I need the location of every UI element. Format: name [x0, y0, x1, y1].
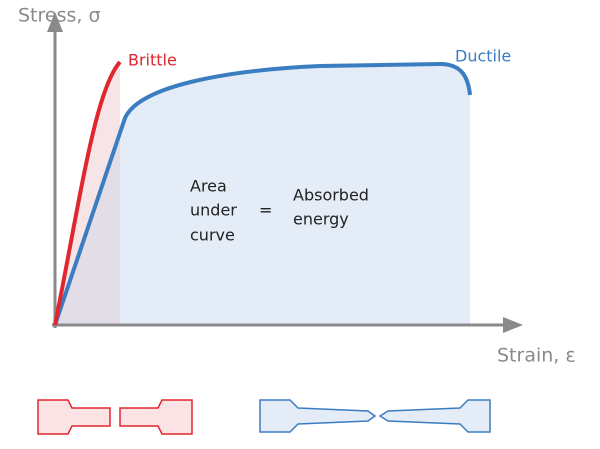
brittle-label: Brittle [128, 51, 177, 70]
x-axis-arrow [503, 317, 523, 333]
x-axis-label: Strain, ε [497, 345, 576, 367]
brittle-specimen [119, 399, 193, 435]
annotation-text: energy [293, 210, 349, 229]
ductile-curve [53, 61, 472, 326]
brittle-curve [53, 60, 122, 326]
ductile-label: Ductile [455, 47, 511, 66]
annotation-text: curve [190, 226, 235, 245]
annotation-text: Area [190, 177, 227, 196]
brittle-specimen [37, 399, 111, 435]
ductile-specimen [259, 399, 377, 433]
annotation-text: Absorbed [293, 186, 369, 205]
ductile-specimen [378, 399, 491, 433]
y-axis-arrow [47, 12, 63, 32]
ductile-area [55, 64, 470, 325]
y-axis-label: Stress, σ [18, 5, 101, 27]
annotation-text: under [190, 201, 237, 220]
annotation-equals: = [259, 201, 272, 220]
